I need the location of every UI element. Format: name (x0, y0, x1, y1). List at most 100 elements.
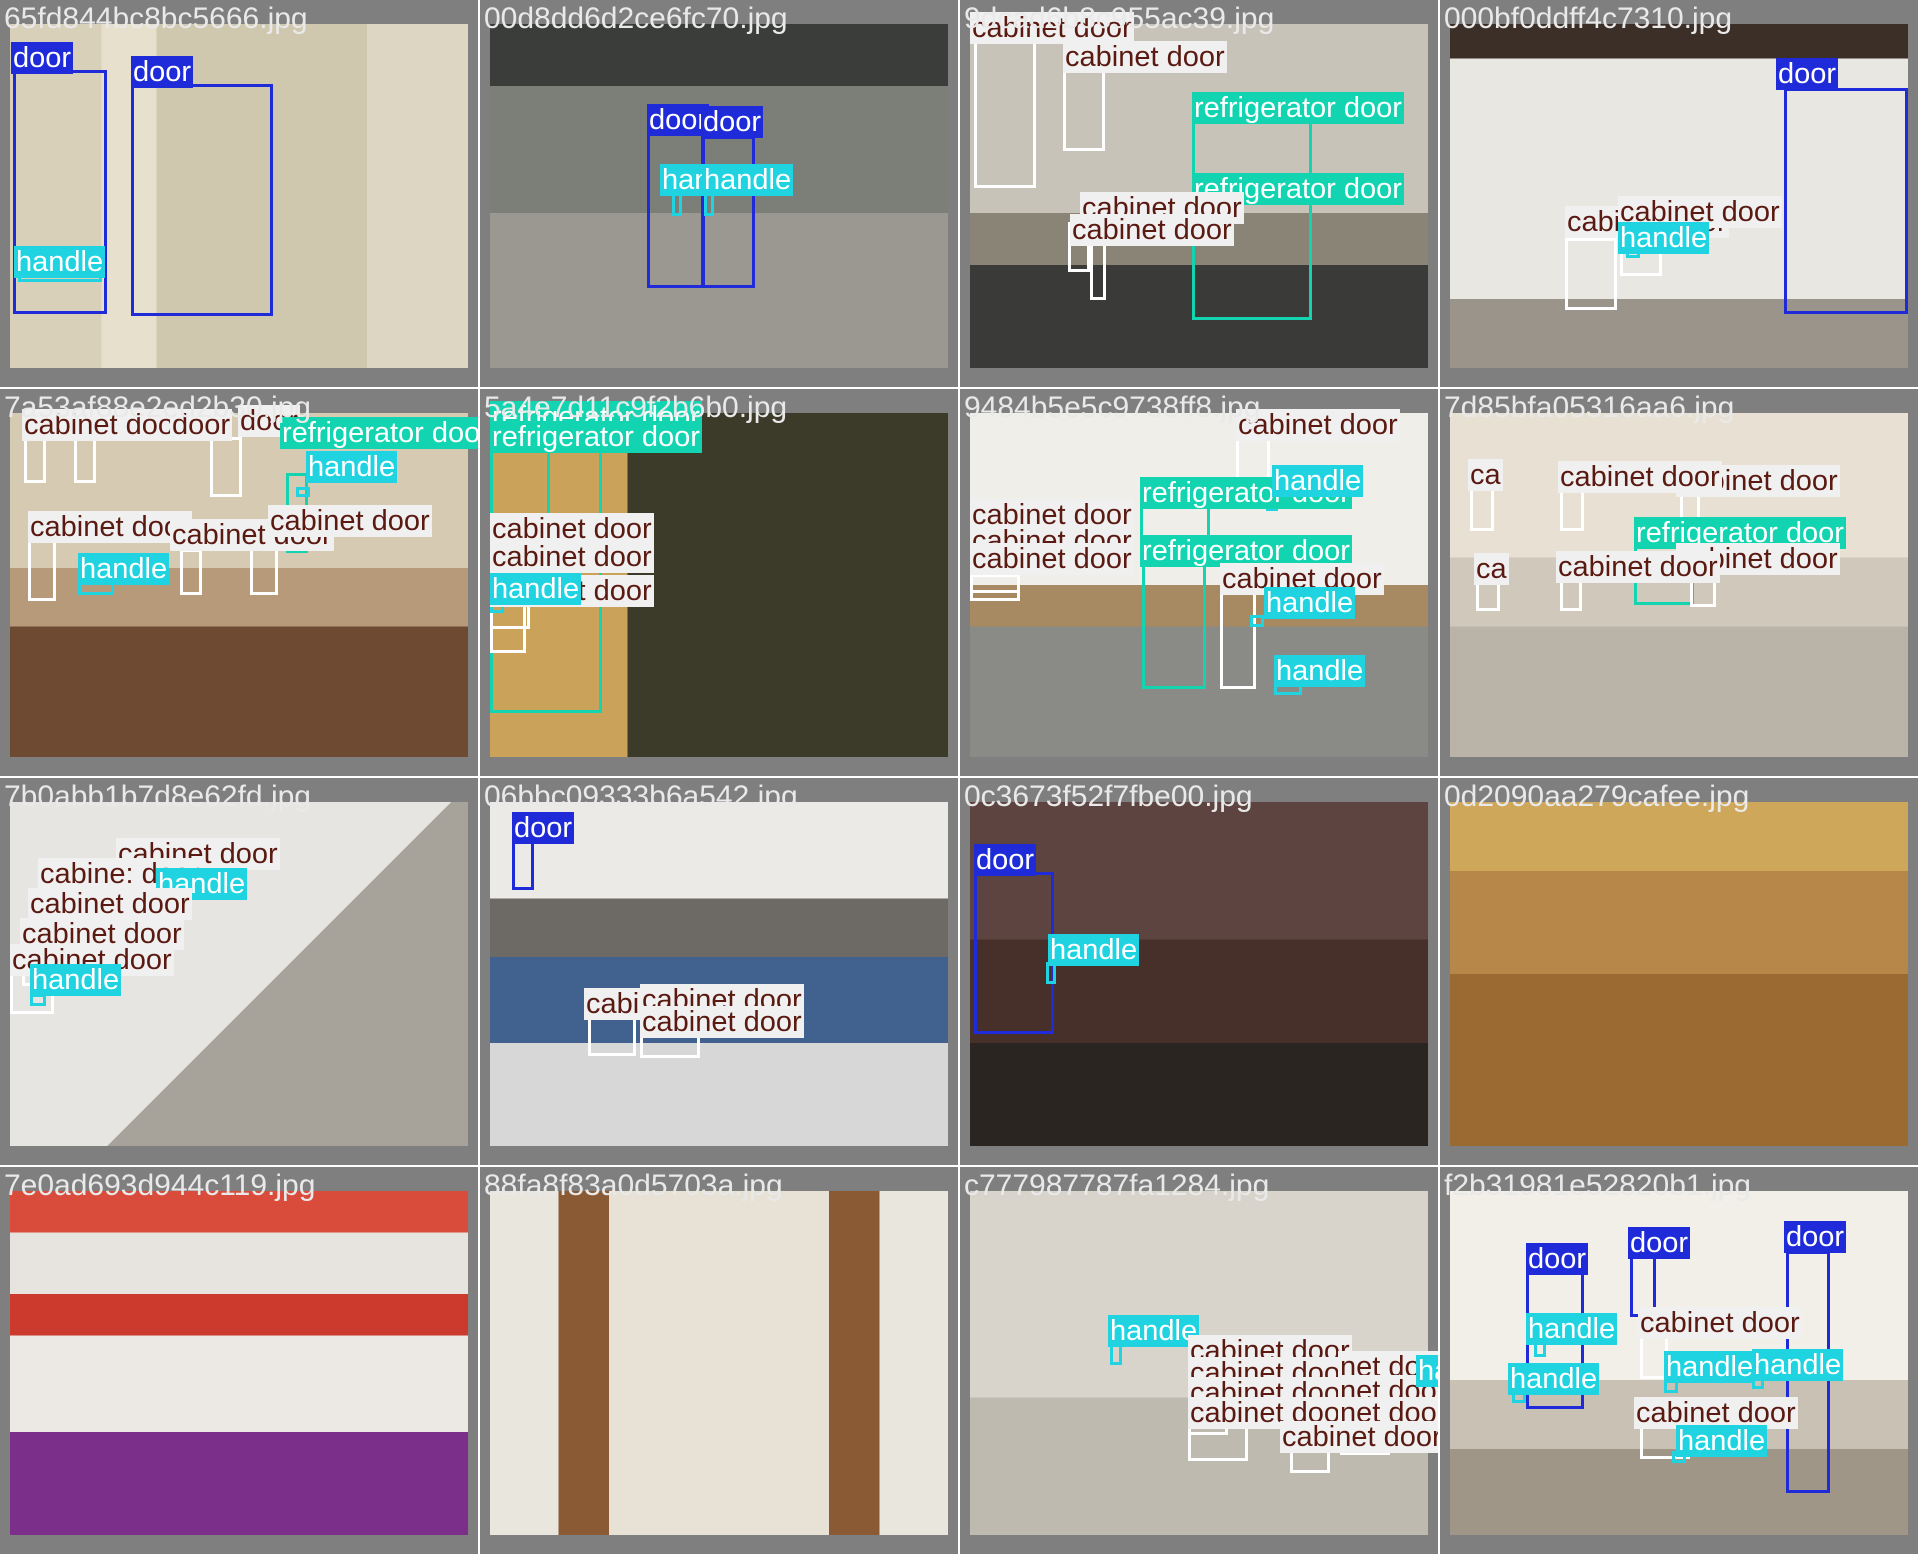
grid-tile: 7e0ad693d944c119.jpg (0, 1167, 480, 1556)
detection-box (296, 487, 310, 497)
detection-label: refrigerator door (490, 421, 702, 453)
detection-label: handle (1264, 587, 1356, 619)
grid-tile: 0d2090aa279cafee.jpg (1440, 778, 1920, 1167)
grid-tile: 0c3673f52f7fbe00.jpg door handle (960, 778, 1440, 1167)
detection-box (1250, 615, 1264, 627)
detection-label: cabinet door (268, 505, 432, 537)
grid-tile: 7b0abb1b7d8e62fd.jpg cabinet door cabine: … (0, 778, 480, 1167)
detection-label: cabinet door (22, 409, 186, 441)
detection-label: handle (306, 451, 398, 483)
detection-label: handle (490, 573, 582, 605)
detection-label: door (1784, 1221, 1847, 1253)
tile-filename: f2b31981e52820b1.jpg (1444, 1169, 1751, 1202)
detection-label: handle (1618, 222, 1710, 254)
detection-label: handle (14, 246, 106, 278)
tile-filename: 06bbc09333b6a542.jpg (484, 780, 798, 813)
detection-label: cabinet door (116, 838, 280, 870)
grid-tile: 5a4e7d11c9f2b6b0.jpg refrigerator door ref… (480, 389, 960, 778)
grid-tile: 00d8dd6d2ce6fc70.jpgdoordoorhandlehandle (480, 0, 960, 389)
detection-box (970, 571, 1020, 601)
detection-label: cabinet door (970, 12, 1134, 44)
detection-box (512, 840, 534, 890)
grid-tile: 9dcad6b8c955ac39.jpg cabinet door cabinet … (960, 0, 1440, 389)
detection-label: ca (1474, 553, 1509, 585)
detection-label: handle (1272, 465, 1364, 497)
tile-photo (490, 24, 948, 368)
tile-filename: 0c3673f52f7fbe00.jpg (964, 780, 1253, 813)
detection-label: cabinet door (28, 888, 192, 920)
detection-label: door (512, 812, 575, 844)
tile-filename: 65fd844bc8bc5666.jpg (4, 2, 308, 35)
detection-label: handle (702, 164, 794, 196)
detection-label: door (701, 106, 764, 138)
tile-filename: 7a53af88e2ed2b30.jpg (4, 391, 311, 424)
detection-label: refrigerator door (280, 417, 478, 449)
detection-label: cabinet door (970, 543, 1134, 575)
tile-filename: 0d2090aa279cafee.jpg (1444, 780, 1750, 813)
tile-photo (490, 1191, 948, 1535)
detection-box (1063, 69, 1105, 151)
grid-tile: f2b31981e52820b1.jpg door door door handle ca… (1440, 1167, 1920, 1556)
detection-label: handle (1416, 1355, 1438, 1387)
tile-filename: 88fa8f83a0d5703a.jpg (484, 1169, 783, 1202)
detection-box (131, 84, 273, 316)
detection-box (974, 872, 1054, 1034)
detection-label: cabinet door (1280, 1421, 1438, 1453)
detection-box (1142, 563, 1206, 689)
detection-label: handle (1526, 1313, 1618, 1345)
detection-box (210, 437, 242, 497)
detection-label: door (131, 56, 194, 88)
grid-tile: c777987787fa1284.jpg handle cabinet door ca… (960, 1167, 1440, 1556)
detection-box (1784, 88, 1908, 314)
tile-filename: 5a4e7d11c9f2b6b0.jpg (484, 391, 788, 424)
tile-filename: c777987787fa1284.jpg (964, 1169, 1270, 1202)
detection-label: door (1628, 1227, 1691, 1259)
detection-label: cabinet door (1556, 551, 1720, 583)
detection-box (74, 437, 96, 483)
detection-box (1560, 489, 1584, 531)
detection-label: ca (1468, 459, 1503, 491)
detection-label: refrigerator door (1192, 92, 1404, 124)
detection-label: door (11, 42, 74, 74)
tile-photo (10, 24, 468, 368)
tile-filename: 7d85bfa05316aa6.jpg (1444, 391, 1735, 424)
tile-filename: 9dcad6b8c955ac39.jpg (964, 2, 1275, 35)
grid-tile: 88fa8f83a0d5703a.jpg (480, 1167, 960, 1556)
detection-label: door (1776, 58, 1839, 90)
tile-photo (1450, 802, 1908, 1146)
detection-label: handle (1108, 1315, 1200, 1347)
detection-box (1090, 240, 1106, 300)
detection-box (974, 38, 1036, 188)
detection-label: cabinet door (1558, 461, 1722, 493)
detection-box (588, 1016, 636, 1056)
tile-filename: 000bf0ddff4c7310.jpg (1444, 2, 1733, 35)
tile-filename: 7e0ad693d944c119.jpg (4, 1169, 316, 1202)
detection-label: cabinet door (1638, 1307, 1802, 1339)
detection-label: door (647, 104, 710, 136)
detection-label: cabinet door (1634, 1397, 1798, 1429)
detection-label: handle (1676, 1425, 1768, 1457)
detection-label: handle (1508, 1363, 1600, 1395)
detection-box (1476, 581, 1500, 611)
detection-label: cabinet door (1236, 409, 1400, 441)
detection-label: handle (78, 553, 170, 585)
detection-label: cabi (584, 988, 642, 1020)
tile-photo (490, 802, 948, 1146)
detection-label: handle (1274, 655, 1366, 687)
detection-box (28, 539, 56, 601)
detection-box (180, 549, 202, 595)
tile-filename: 00d8dd6d2ce6fc70.jpg (484, 2, 788, 35)
grid-tile: 7d85bfa05316aa6.jpg cabinet door cabinet d… (1440, 389, 1920, 778)
detection-label: cabinet door (490, 541, 654, 573)
detection-box (24, 437, 46, 483)
detection-label: cabinet door (490, 513, 654, 545)
detection-label: door (974, 844, 1037, 876)
detection-label: door (170, 409, 233, 441)
detection-label: door (1526, 1243, 1589, 1275)
detection-label: refrigerator door (1140, 535, 1352, 567)
detection-label: cabinet door (1070, 214, 1234, 246)
tile-filename: 9484b5e5c9738ff8.jpg (964, 391, 1261, 424)
grid-tile: 06bbc09333b6a542.jpg door cabi cabinet door… (480, 778, 960, 1167)
